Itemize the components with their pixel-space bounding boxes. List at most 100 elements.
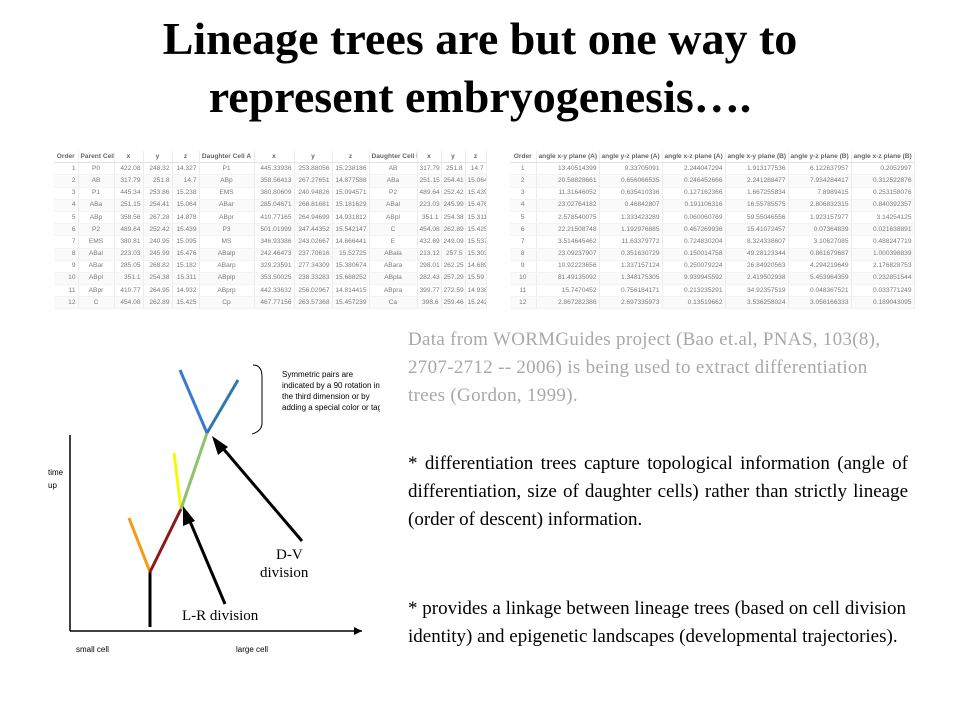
table-cell: 254.38 [143,272,173,286]
green-branch [179,432,209,510]
table-cell: 0.46842807 [599,199,663,212]
table-cell: 285.04671 [254,199,295,212]
lr-division-arrow [187,518,227,605]
table-cell: 432.69 [417,235,442,249]
table-cell: 252.42 [143,223,173,237]
column-header: x [417,151,442,164]
table-cell: 346.93386 [254,235,295,249]
table-cell: ABpl [78,272,115,286]
table-cell: 15.238 [172,187,200,200]
table-cell: P0 [78,162,115,176]
table-cell: 399.77 [417,284,442,298]
table-cell: 0.756184171 [599,284,663,298]
table-cell: 5 [510,211,537,225]
dv-division-label-line-2: division [260,565,309,581]
table-cell: 59.55046556 [725,211,789,225]
x-axis-label-large-cell: large cell [236,645,268,654]
table-row: 9 ABar 285.05 268.82 15.182 ABarp 329.23591 277… [54,260,487,273]
table-row: 8 23.09237907 0.351630729 0.150014758 49.281… [510,248,915,261]
title-line-1: Lineage trees are but one way to [162,13,798,64]
table-cell: P2 [78,223,115,237]
table-cell: 16.55785575 [725,199,789,212]
table-cell: 0.060060769 [662,211,726,225]
table-cell: 268.82 [143,260,173,273]
table-row: 8 ABal 223.03 245.99 15.476 ABalp 242.46473 237… [54,248,487,261]
table-cell: 15.064 [465,174,487,188]
table-cell: 251.8 [143,174,173,188]
table-cell: 15.7470452 [536,284,600,298]
table-row: 11 ABpr 410.77 264.95 14.932 ABprp 442.33632 25… [54,284,487,298]
table-cell: ABala [369,248,418,261]
table-cell: 8 [510,248,537,261]
table-cell: P1 [199,162,255,176]
table-cell: 12 [54,296,79,310]
table-cell: 358.56413 [254,174,295,188]
table-cell: 317.79 [417,162,442,176]
table-cell: 1.192976885 [599,223,663,237]
table-cell: ABpr [199,211,255,225]
table-cell: 14.938 [465,284,487,298]
table-cell: P3 [199,223,255,237]
column-header: Order [510,151,537,164]
column-header: Parent Cell [78,151,115,164]
table-cell: 243.02667 [294,235,333,249]
table-row: 3 11.31646052 0.635410336 0.127162366 1.6672… [510,187,915,200]
table-cell: C [369,223,418,237]
table-cell: 2.806832315 [788,199,852,212]
table-cell: 11.31646052 [536,187,600,200]
table-cell: 3.056166333 [788,296,852,310]
column-header: angle y-z plane (A) [599,151,663,164]
column-header: angle x-y plane (A) [536,151,600,164]
table-cell: Ca [369,296,418,310]
symmetric-note-line-3: the third dimension or by [282,392,370,401]
table-cell: 267.27651 [294,174,333,188]
table-cell: 49.28123344 [725,248,789,261]
table-cell: 14.7 [172,174,200,188]
table-row: 9 10.92223656 1.337157124 0.250079224 26.849… [510,260,915,273]
table-cell: 14.931812 [332,211,370,225]
table-cell: 22.21508748 [536,223,600,237]
blue-branch [178,369,209,434]
table-cell: 15.182 [172,260,200,273]
table-row: 5 ABp 358.56 267.28 14.878 ABpr 410.77165 264.9… [54,211,487,225]
table-cell: 2.867282386 [536,296,600,310]
table-cell: 0.191106316 [662,199,726,212]
table-row: 7 3.514645462 11.63379772 0.724830204 8.3243… [510,235,915,249]
table-cell: 351.1 [114,272,144,286]
table-cell: C [78,296,115,310]
table-cell: 454.08 [114,296,144,310]
table-cell: Cp [199,296,255,310]
symmetric-note-line-2: indicated by a 90 rotation in [282,381,380,390]
table-cell: 358.56 [114,211,144,225]
table-cell: 15.311 [465,211,487,225]
table-cell: 248.32 [143,162,173,176]
table-cell: 272.59 [441,284,466,298]
table-row: 10 81.49135092 1.348175305 9.939945592 2.419… [510,272,915,286]
table-cell: 23.09237907 [536,248,600,261]
table-cell: 15.476 [465,199,487,212]
bullet-linkage: * provides a linkage between lineage tre… [408,598,907,647]
dv-division-arrow [219,445,304,542]
table-cell: 253.86 [143,187,173,200]
table-cell: 15.238186 [332,162,370,176]
table-cell: 262.89 [143,296,173,310]
table-row: 7 EMS 380.81 240.95 15.095 MS 346.93386 243.026… [54,235,487,249]
table-row: 1 13.40514399 9.33705091 2.244047294 1.91317… [510,162,915,176]
table-cell: 23.02764182 [536,199,600,212]
table-cell: 0.351630729 [599,248,663,261]
table-cell: ABpr [78,284,115,298]
table-cell: 15.242 [465,296,487,310]
table-header-row: Order angle x-y plane (A) angle y-z plane … [510,151,915,164]
table-cell: 0.07364839 [788,223,852,237]
table-cell: 277.34309 [294,260,333,273]
table-cell: 351.1 [417,211,442,225]
table-cell: 15.303 [465,248,487,261]
table-cell: ABalp [199,248,255,261]
table-cell: 237.70616 [294,248,333,261]
table-cell: 1.667255834 [725,187,789,200]
table-cell: 410.77 [114,284,144,298]
table-cell: 445.33936 [254,162,295,176]
table-cell: 3.536258024 [725,296,789,310]
table-cell: 0.048367521 [788,284,852,298]
